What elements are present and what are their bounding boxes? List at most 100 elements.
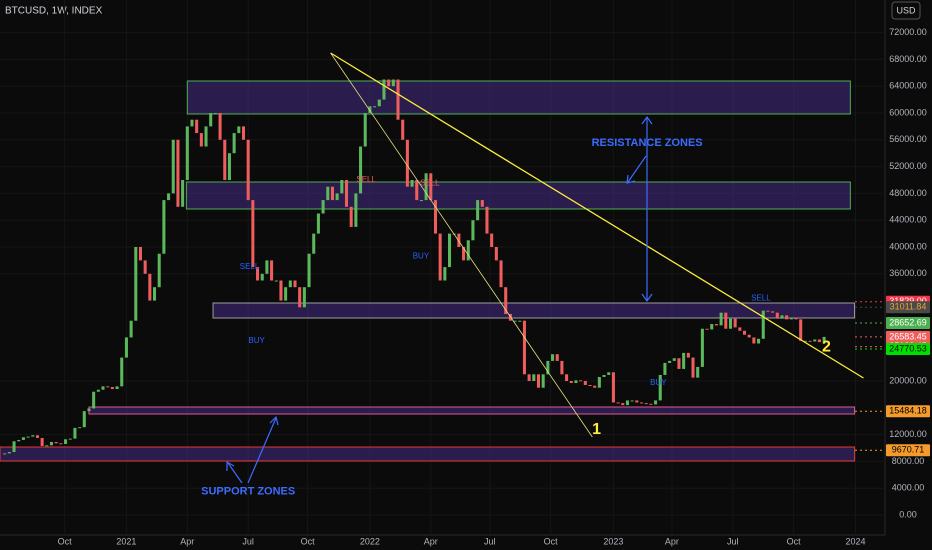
candle	[59, 443, 63, 445]
candle	[635, 400, 639, 403]
arrow-head	[641, 293, 653, 303]
x-tick-label: Jul	[727, 536, 739, 546]
candle	[794, 318, 798, 320]
y-tick-label: 52000.00	[889, 161, 927, 171]
candle	[232, 133, 236, 154]
price-tag	[886, 444, 930, 457]
x-tick-label: 2023	[603, 536, 623, 546]
candle	[817, 339, 821, 343]
candle	[195, 119, 199, 134]
arrow	[247, 417, 277, 484]
candle	[316, 213, 320, 234]
annotation: 2	[822, 339, 831, 356]
signal-label: BUY	[413, 251, 430, 260]
candle	[799, 319, 803, 341]
y-tick-label: 8000.00	[892, 456, 925, 466]
candle	[26, 436, 30, 438]
candle	[373, 106, 377, 108]
signal-label: SELL	[356, 175, 376, 184]
price-tag-label: 26583.45	[889, 331, 927, 341]
candle	[40, 437, 44, 446]
candle	[476, 200, 480, 221]
candle	[307, 253, 311, 288]
candle	[129, 320, 133, 338]
arrow	[627, 155, 647, 183]
candle	[368, 106, 372, 114]
price-tag	[886, 343, 930, 356]
arrow	[227, 462, 243, 484]
candle	[340, 180, 344, 194]
candle	[574, 380, 578, 384]
candle	[522, 320, 526, 375]
trendline	[330, 52, 593, 438]
candle	[607, 372, 611, 375]
candle	[204, 126, 208, 147]
y-tick-label: 56000.00	[889, 134, 927, 144]
arrow-head	[641, 115, 653, 125]
candle	[405, 139, 409, 187]
candle	[541, 374, 545, 388]
x-tick-label: 2021	[116, 536, 136, 546]
y-tick-label: 36000.00	[889, 268, 927, 278]
signal-label: BUY	[248, 336, 265, 345]
candle	[766, 310, 770, 312]
candle	[761, 310, 765, 339]
candle	[134, 247, 138, 321]
candle	[630, 400, 634, 402]
trendline	[330, 52, 864, 379]
currency-button[interactable]	[891, 1, 921, 20]
candle	[803, 340, 807, 342]
candle	[54, 441, 58, 444]
candle	[682, 352, 686, 369]
candle	[354, 193, 358, 227]
signal-label: SELL	[751, 294, 771, 303]
candle	[780, 315, 784, 319]
candle	[621, 403, 625, 406]
candle	[457, 233, 461, 248]
candle	[743, 330, 747, 335]
candle	[775, 312, 779, 319]
candle	[429, 173, 433, 201]
candle	[532, 374, 536, 382]
candle	[344, 180, 349, 207]
candle	[12, 441, 16, 453]
candle	[588, 385, 592, 387]
candle	[785, 315, 789, 320]
candle	[223, 139, 227, 181]
candle	[73, 427, 77, 439]
y-tick-label: 4000.00	[892, 483, 925, 493]
candle	[270, 260, 274, 281]
x-tick-label: Oct	[787, 536, 802, 546]
candle	[288, 280, 292, 288]
candle	[153, 287, 157, 301]
candle	[593, 385, 597, 388]
candle	[551, 354, 555, 361]
candle	[279, 280, 283, 301]
zone	[186, 80, 851, 115]
candle	[227, 153, 231, 181]
candle	[241, 126, 246, 140]
candle	[654, 400, 658, 405]
candle	[143, 260, 147, 274]
x-tick-label: Oct	[544, 536, 559, 546]
candle	[7, 452, 11, 454]
candle	[68, 438, 72, 440]
candle	[700, 328, 704, 367]
price-tag-label: 9670.71	[892, 445, 925, 455]
candle	[705, 328, 709, 330]
x-tick-label: 2024	[845, 536, 865, 546]
x-tick-label: Oct	[301, 536, 316, 546]
candle	[757, 338, 761, 344]
candle	[401, 119, 405, 140]
candle	[181, 180, 185, 207]
signal-label: BUY	[650, 378, 667, 387]
currency-label[interactable]: USD	[896, 5, 916, 15]
candle	[293, 280, 297, 288]
x-tick-label: Jul	[484, 536, 496, 546]
candle	[359, 146, 363, 194]
price-tag-label: 24770.53	[889, 343, 927, 353]
candle	[433, 200, 437, 234]
candle	[546, 360, 550, 375]
x-tick-label: Apr	[665, 536, 679, 546]
